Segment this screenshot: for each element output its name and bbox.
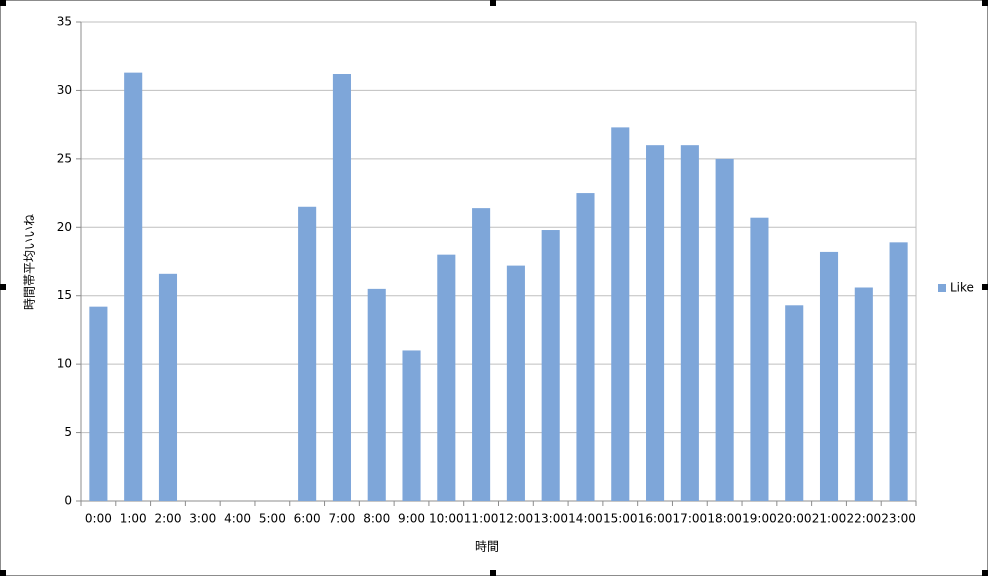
y-tick-label: 25 bbox=[57, 151, 72, 165]
bar bbox=[402, 350, 421, 501]
bar bbox=[646, 145, 665, 501]
y-tick-label: 5 bbox=[64, 425, 72, 439]
x-tick-label: 3:00 bbox=[189, 512, 216, 526]
x-tick-label: 8:00 bbox=[363, 512, 390, 526]
x-tick-label: 17:00 bbox=[673, 512, 708, 526]
x-tick-label: 5:00 bbox=[259, 512, 286, 526]
bar bbox=[332, 74, 351, 502]
x-tick-label: 14:00 bbox=[568, 512, 603, 526]
x-tick-label: 0:00 bbox=[85, 512, 112, 526]
y-tick-label: 15 bbox=[57, 288, 72, 302]
x-tick-label: 20:00 bbox=[777, 512, 812, 526]
resize-handle bbox=[982, 284, 988, 290]
bar bbox=[437, 254, 456, 501]
x-tick-label: 22:00 bbox=[847, 512, 882, 526]
bar bbox=[298, 206, 317, 501]
x-tick-label: 7:00 bbox=[328, 512, 355, 526]
y-tick-label: 0 bbox=[64, 494, 72, 508]
resize-handle bbox=[490, 0, 496, 6]
bar bbox=[854, 287, 873, 501]
x-tick-label: 6:00 bbox=[294, 512, 321, 526]
legend-label: Like bbox=[950, 281, 974, 295]
x-tick-label: 4:00 bbox=[224, 512, 251, 526]
bar bbox=[611, 127, 630, 501]
x-axis-title: 時間 bbox=[475, 540, 499, 554]
bar bbox=[680, 145, 699, 501]
bar bbox=[819, 251, 839, 501]
bar bbox=[124, 72, 143, 501]
x-tick-label: 23:00 bbox=[881, 512, 916, 526]
resize-handle bbox=[982, 570, 988, 576]
bar bbox=[541, 230, 560, 501]
x-tick-label: 1:00 bbox=[120, 512, 147, 526]
x-tick-label: 13:00 bbox=[533, 512, 568, 526]
resize-handle bbox=[0, 284, 6, 290]
bar bbox=[472, 208, 491, 501]
x-tick-label: 10:00 bbox=[429, 512, 464, 526]
bar bbox=[158, 273, 178, 501]
bar bbox=[89, 306, 108, 501]
bar bbox=[715, 158, 734, 501]
x-tick-label: 15:00 bbox=[603, 512, 638, 526]
y-tick-label: 10 bbox=[57, 357, 72, 371]
y-tick-label: 30 bbox=[57, 83, 72, 97]
bar bbox=[889, 242, 908, 501]
x-tick-label: 12:00 bbox=[499, 512, 534, 526]
y-tick-label: 20 bbox=[57, 220, 72, 234]
bar bbox=[576, 193, 595, 502]
x-tick-label: 11:00 bbox=[464, 512, 499, 526]
x-tick-label: 16:00 bbox=[638, 512, 673, 526]
x-tick-label: 2:00 bbox=[155, 512, 182, 526]
resize-handle bbox=[490, 570, 496, 576]
y-tick-label: 35 bbox=[57, 15, 72, 29]
bar bbox=[785, 305, 804, 501]
bar bbox=[506, 265, 525, 501]
x-tick-label: 19:00 bbox=[742, 512, 777, 526]
bar bbox=[367, 288, 386, 501]
x-tick-label: 18:00 bbox=[707, 512, 742, 526]
x-tick-label: 9:00 bbox=[398, 512, 425, 526]
resize-handle bbox=[0, 0, 6, 6]
resize-handle bbox=[982, 0, 988, 6]
x-tick-label: 21:00 bbox=[812, 512, 847, 526]
resize-handle bbox=[0, 570, 6, 576]
legend-swatch bbox=[938, 284, 946, 292]
y-axis-title: 時間帯平均いいね bbox=[23, 214, 37, 310]
bar bbox=[750, 217, 769, 501]
